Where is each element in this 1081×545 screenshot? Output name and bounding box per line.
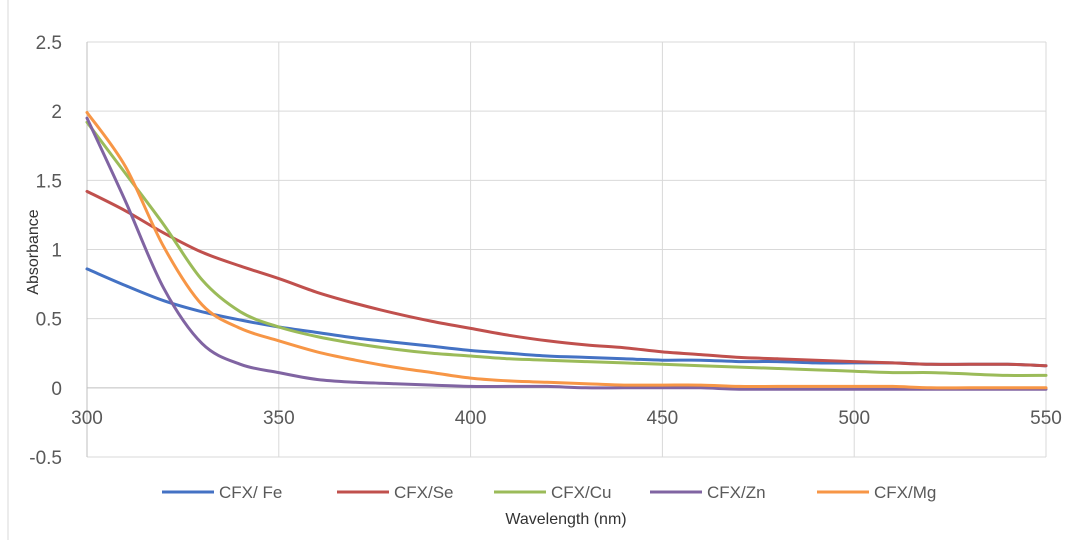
tick-labels: -0.5 0 0.5 1 1.5 2 2.5 300 350 400 450 500 550 xyxy=(29,33,1062,469)
series-line-1 xyxy=(85,267,1048,368)
legend-label: CFX/Mg xyxy=(874,483,936,502)
x-tick-label: 550 xyxy=(1030,408,1062,429)
legend-label: CFX/ Fe xyxy=(219,483,282,502)
x-tick-label: 400 xyxy=(455,408,487,429)
x-axis-title: Wavelength (nm) xyxy=(505,511,626,528)
series-line-4 xyxy=(85,116,1048,391)
legend-label: CFX/Se xyxy=(394,483,454,502)
y-tick-label: 0 xyxy=(51,379,62,400)
legend-label: CFX/Zn xyxy=(707,483,766,502)
x-tick-label: 300 xyxy=(71,408,103,429)
y-tick-label: 1.5 xyxy=(36,171,62,192)
series-line-3 xyxy=(85,120,1048,377)
y-tick-label: 1 xyxy=(51,241,62,262)
x-tick-label: 350 xyxy=(263,408,295,429)
x-tick-label: 450 xyxy=(647,408,679,429)
y-tick-label: 2.5 xyxy=(36,33,62,54)
gridlines xyxy=(87,41,1047,458)
x-tick-label: 500 xyxy=(838,408,870,429)
series-line-5 xyxy=(85,111,1048,390)
y-tick-label: 0.5 xyxy=(36,310,62,331)
legend-label: CFX/Cu xyxy=(551,483,611,502)
series-lines xyxy=(85,111,1048,391)
y-axis-title: Absorbance xyxy=(25,209,42,294)
y-tick-label: 2 xyxy=(51,102,62,123)
series-line-2 xyxy=(85,189,1048,368)
y-tick-label: -0.5 xyxy=(29,448,62,469)
legend: CFX/ Fe CFX/Se CFX/Cu CFX/Zn CFX/Mg xyxy=(162,483,936,502)
